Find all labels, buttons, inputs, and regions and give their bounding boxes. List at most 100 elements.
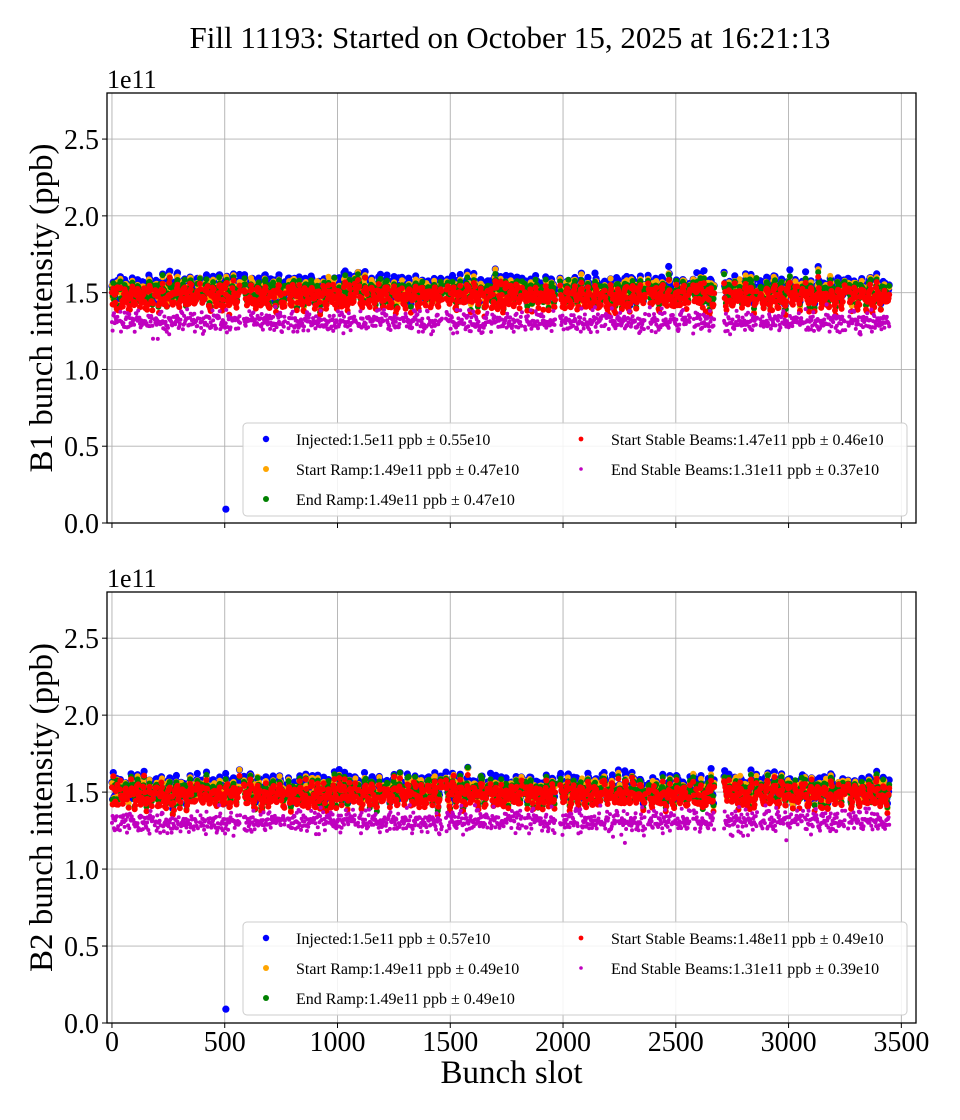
data-point — [578, 279, 585, 286]
data-point — [786, 266, 794, 274]
data-point — [323, 301, 330, 308]
data-point — [275, 271, 283, 279]
data-point — [775, 304, 782, 311]
data-point — [210, 286, 217, 293]
data-point — [160, 287, 167, 294]
data-point — [210, 279, 217, 286]
data-point — [552, 296, 559, 303]
data-point — [483, 302, 490, 309]
data-point — [591, 269, 599, 277]
data-point — [376, 270, 385, 278]
data-point — [489, 291, 496, 298]
data-point — [241, 275, 248, 282]
data-point — [112, 299, 119, 306]
data-point — [216, 274, 223, 281]
data-point — [166, 279, 173, 286]
data-point — [316, 299, 323, 306]
data-point — [498, 291, 505, 298]
data-point — [391, 283, 398, 290]
data-point — [233, 304, 240, 311]
data-point — [289, 299, 296, 306]
data-point — [230, 277, 237, 284]
data-point — [159, 280, 166, 287]
data-point — [886, 282, 893, 289]
data-point — [419, 278, 426, 285]
data-point — [234, 298, 241, 305]
data-point — [802, 279, 809, 286]
data-point — [778, 279, 785, 285]
data-point — [665, 262, 673, 271]
data-point — [532, 276, 539, 283]
data-point — [476, 297, 483, 304]
data-point — [710, 301, 717, 308]
data-point — [435, 303, 442, 310]
data-point — [659, 282, 666, 288]
data-point — [772, 277, 778, 284]
data-point — [471, 283, 478, 290]
data-point — [642, 294, 649, 301]
data-point — [721, 280, 728, 287]
data-point — [174, 281, 181, 288]
data-point — [540, 306, 547, 313]
data-point — [731, 280, 738, 287]
data-point — [653, 284, 660, 291]
data-point — [464, 274, 471, 281]
data-point — [406, 286, 413, 293]
data-point — [637, 282, 644, 289]
data-point — [347, 285, 353, 292]
data-point — [873, 279, 880, 286]
data-point — [786, 279, 793, 286]
data-point — [839, 298, 846, 305]
data-point — [150, 300, 156, 307]
data-point — [645, 280, 652, 287]
data-point — [568, 302, 575, 308]
data-point — [753, 275, 760, 282]
data-point — [112, 311, 116, 316]
data-point — [571, 283, 578, 290]
data-point — [886, 291, 893, 298]
data-point — [827, 280, 834, 287]
data-point — [701, 280, 707, 287]
data-point — [867, 286, 874, 293]
data-point — [456, 270, 464, 279]
data-point — [721, 271, 728, 278]
data-points — [108, 262, 893, 513]
data-point — [255, 279, 262, 286]
data-point — [121, 321, 126, 326]
data-point — [119, 329, 123, 334]
data-point — [565, 276, 572, 283]
data-point — [457, 282, 464, 289]
data-point — [363, 291, 370, 298]
data-point — [115, 314, 120, 319]
data-point — [355, 277, 361, 284]
data-point — [783, 298, 790, 305]
data-point — [601, 287, 608, 294]
data-point — [196, 280, 203, 287]
data-point — [159, 272, 166, 279]
data-point — [127, 312, 132, 317]
data-point — [188, 281, 195, 288]
data-point — [136, 308, 141, 313]
data-point — [201, 295, 208, 302]
data-point — [266, 305, 273, 311]
data-point — [394, 305, 401, 312]
data-point — [597, 302, 604, 308]
data-point — [181, 284, 188, 291]
data-point — [132, 329, 137, 334]
data-point — [366, 304, 373, 310]
data-point — [356, 283, 363, 290]
data-point — [223, 280, 230, 286]
data-point — [242, 281, 249, 288]
data-point — [281, 303, 288, 310]
data-point — [607, 275, 614, 282]
data-point — [118, 309, 123, 314]
data-point — [860, 287, 867, 294]
data-point — [222, 285, 229, 292]
data-point — [384, 277, 390, 284]
data-point — [166, 274, 173, 281]
data-point — [681, 282, 688, 289]
data-point — [700, 267, 708, 275]
data-point — [293, 307, 300, 314]
